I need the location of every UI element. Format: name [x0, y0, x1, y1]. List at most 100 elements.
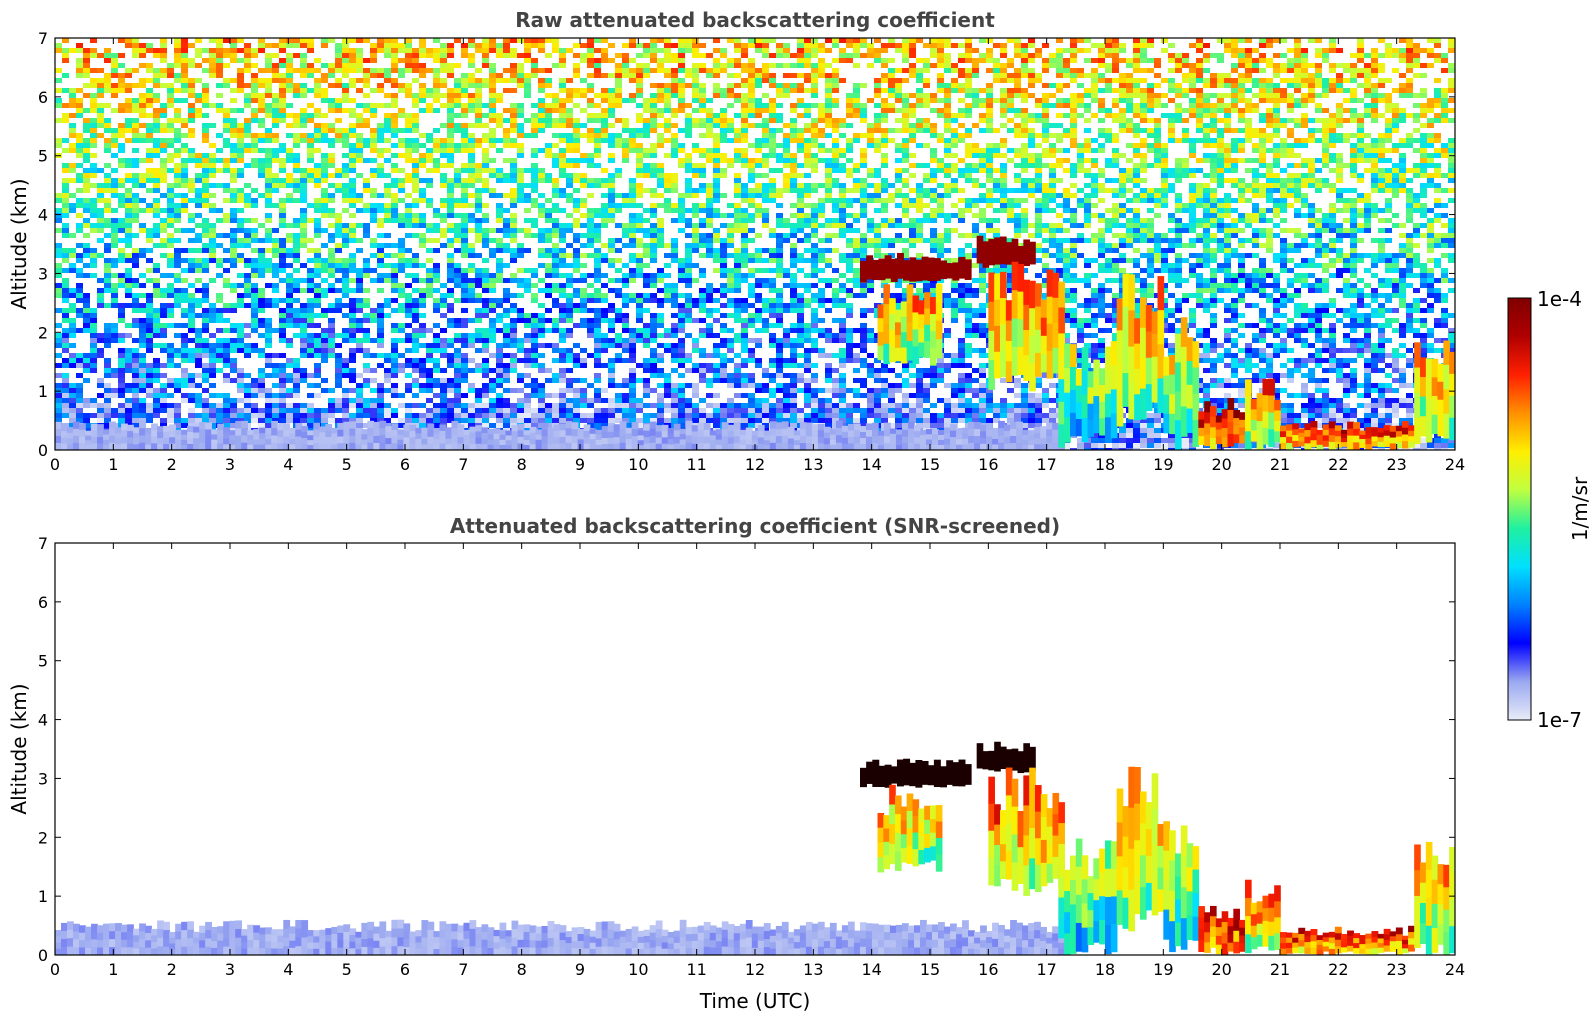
- noise-cell: [888, 68, 895, 73]
- noise-cell: [811, 53, 818, 58]
- noise-cell: [762, 223, 769, 228]
- noise-cell: [496, 228, 503, 233]
- noise-cell: [825, 218, 832, 223]
- noise-cell: [1315, 93, 1322, 98]
- noise-cell: [1273, 148, 1280, 153]
- noise-cell: [489, 173, 496, 178]
- noise-cell: [1308, 183, 1315, 188]
- noise-cell: [76, 48, 83, 53]
- noise-cell: [370, 58, 377, 63]
- noise-cell: [461, 73, 468, 78]
- noise-cell: [839, 153, 846, 158]
- noise-cell: [839, 213, 846, 218]
- noise-cell: [923, 128, 930, 133]
- noise-cell: [1021, 53, 1028, 58]
- noise-cell: [517, 228, 524, 233]
- noise-cell: [1035, 103, 1042, 108]
- noise-cell: [881, 158, 888, 163]
- noise-cell: [349, 163, 356, 168]
- noise-cell: [1084, 168, 1091, 173]
- noise-cell: [608, 203, 615, 208]
- noise-cell: [230, 193, 237, 198]
- noise-cell: [181, 73, 188, 78]
- noise-cell: [188, 213, 195, 218]
- noise-cell: [202, 223, 209, 228]
- noise-cell: [1203, 173, 1210, 178]
- noise-cell: [153, 188, 160, 193]
- noise-cell: [83, 123, 90, 128]
- noise-cell: [1259, 163, 1266, 168]
- noise-cell: [83, 143, 90, 148]
- noise-cell: [671, 123, 678, 128]
- noise-cell: [237, 138, 244, 143]
- noise-cell: [874, 173, 881, 178]
- noise-cell: [160, 123, 167, 128]
- noise-cell: [1161, 163, 1168, 168]
- noise-cell: [692, 228, 699, 233]
- noise-cell: [888, 223, 895, 228]
- noise-cell: [713, 233, 720, 238]
- noise-cell: [986, 153, 993, 158]
- noise-cell: [349, 143, 356, 148]
- noise-cell: [1266, 163, 1273, 168]
- noise-cell: [258, 123, 265, 128]
- noise-cell: [1014, 113, 1021, 118]
- noise-cell: [783, 43, 790, 48]
- noise-cell: [1049, 133, 1056, 138]
- noise-cell: [1266, 183, 1273, 188]
- noise-cell: [748, 173, 755, 178]
- noise-cell: [657, 168, 664, 173]
- noise-cell: [384, 103, 391, 108]
- noise-cell: [510, 143, 517, 148]
- noise-cell: [874, 188, 881, 193]
- noise-cell: [636, 183, 643, 188]
- noise-cell: [433, 73, 440, 78]
- noise-cell: [727, 203, 734, 208]
- noise-cell: [510, 138, 517, 143]
- noise-cell: [293, 158, 300, 163]
- noise-cell: [230, 173, 237, 178]
- noise-cell: [139, 228, 146, 233]
- noise-cell: [1413, 53, 1420, 58]
- noise-cell: [916, 223, 923, 228]
- noise-cell: [419, 218, 426, 223]
- noise-cell: [1014, 218, 1021, 223]
- noise-cell: [118, 183, 125, 188]
- noise-cell: [1182, 133, 1189, 138]
- noise-cell: [734, 158, 741, 163]
- noise-cell: [384, 138, 391, 143]
- noise-cell: [188, 108, 195, 113]
- noise-cell: [1259, 93, 1266, 98]
- noise-cell: [1203, 98, 1210, 103]
- noise-cell: [706, 123, 713, 128]
- noise-cell: [118, 78, 125, 83]
- noise-cell: [783, 183, 790, 188]
- noise-cell: [1077, 68, 1084, 73]
- noise-cell: [1140, 223, 1147, 228]
- noise-cell: [671, 78, 678, 83]
- noise-cell: [769, 113, 776, 118]
- noise-cell: [69, 168, 76, 173]
- noise-cell: [321, 123, 328, 128]
- noise-cell: [1070, 68, 1077, 73]
- noise-cell: [1392, 193, 1399, 198]
- noise-cell: [195, 223, 202, 228]
- noise-cell: [1126, 123, 1133, 128]
- noise-cell: [426, 133, 433, 138]
- noise-cell: [902, 153, 909, 158]
- noise-cell: [181, 83, 188, 88]
- noise-cell: [1210, 53, 1217, 58]
- noise-cell: [1301, 158, 1308, 163]
- noise-cell: [594, 233, 601, 238]
- noise-cell: [1182, 118, 1189, 123]
- noise-cell: [69, 93, 76, 98]
- noise-cell: [160, 113, 167, 118]
- noise-cell: [286, 158, 293, 163]
- noise-cell: [993, 68, 1000, 73]
- noise-cell: [748, 168, 755, 173]
- noise-cell: [1371, 163, 1378, 168]
- noise-cell: [1231, 128, 1238, 133]
- noise-cell: [685, 133, 692, 138]
- noise-cell: [1364, 113, 1371, 118]
- noise-cell: [1112, 158, 1119, 163]
